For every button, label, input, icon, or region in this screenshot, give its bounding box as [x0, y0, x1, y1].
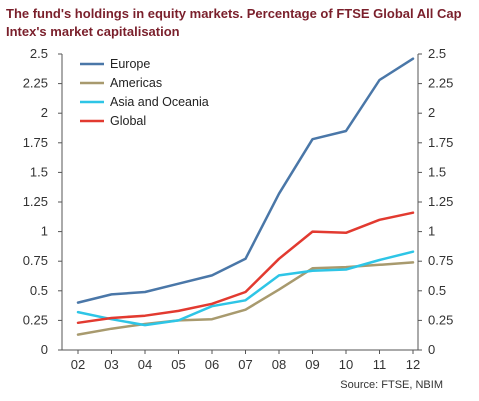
- y-tick-label-right: 0.25: [428, 312, 453, 327]
- y-tick-label-left: 0.5: [30, 283, 48, 298]
- y-tick-label-right: 2: [428, 105, 435, 120]
- y-tick-label-right: 1.75: [428, 135, 453, 150]
- y-tick-label-right: 1.5: [428, 164, 446, 179]
- y-tick-label-right: 1: [428, 224, 435, 239]
- series-line-asia-and-oceania: [76, 250, 415, 327]
- legend-label-americas: Americas: [110, 76, 162, 90]
- chart-title-line-2: Intex's market capitalisation: [6, 24, 180, 39]
- y-tick-label-left: 0: [41, 342, 48, 357]
- x-tick-label: 02: [71, 357, 85, 372]
- series-line-americas: [76, 261, 415, 336]
- y-tick-label-left: 1: [41, 224, 48, 239]
- x-tick-label: 04: [138, 357, 152, 372]
- source-note: Source: FTSE, NBIM: [340, 379, 443, 391]
- y-tick-label-left: 2.5: [30, 46, 48, 61]
- y-tick-label-right: 2.5: [428, 46, 446, 61]
- chart-series: [76, 57, 415, 336]
- y-tick-label-left: 1.75: [23, 135, 48, 150]
- x-tick-label: 03: [104, 357, 118, 372]
- x-tick-label: 10: [339, 357, 353, 372]
- x-tick-label: 12: [406, 357, 420, 372]
- y-tick-label-right: 0.75: [428, 253, 453, 268]
- x-tick-label: 09: [305, 357, 319, 372]
- x-tick-label: 08: [272, 357, 286, 372]
- y-tick-label-left: 0.25: [23, 312, 48, 327]
- chart-legend: Europe Americas Asia and Oceania Global: [80, 57, 209, 128]
- legend-label-global: Global: [110, 114, 146, 128]
- series-line-europe: [76, 57, 415, 304]
- y-tick-label-right: 1.25: [428, 194, 453, 209]
- x-tick-label: 05: [171, 357, 185, 372]
- chart-title: The fund's holdings in equity markets. P…: [6, 5, 476, 41]
- series-line-global: [76, 211, 415, 325]
- chart-axes: 0 00.25 0.250.5 0.50.75 0.751 11.25 1.251.5 1.5…: [23, 46, 454, 372]
- y-tick-label-right: 0.5: [428, 283, 446, 298]
- y-tick-label-left: 1.25: [23, 194, 48, 209]
- x-tick-label: 07: [238, 357, 252, 372]
- y-tick-label-left: 1.5: [30, 164, 48, 179]
- y-tick-label-right: 0: [428, 342, 435, 357]
- legend-label-europe: Europe: [110, 57, 150, 71]
- legend-label-asia-and-oceania: Asia and Oceania: [110, 95, 209, 109]
- y-tick-label-left: 2: [41, 105, 48, 120]
- y-tick-label-left: 0.75: [23, 253, 48, 268]
- y-tick-label-left: 2.25: [23, 76, 48, 91]
- chart-title-line-1: The fund's holdings in equity markets. P…: [6, 6, 462, 21]
- y-tick-label-right: 2.25: [428, 76, 453, 91]
- x-tick-label: 11: [373, 357, 387, 372]
- x-tick-label: 06: [205, 357, 219, 372]
